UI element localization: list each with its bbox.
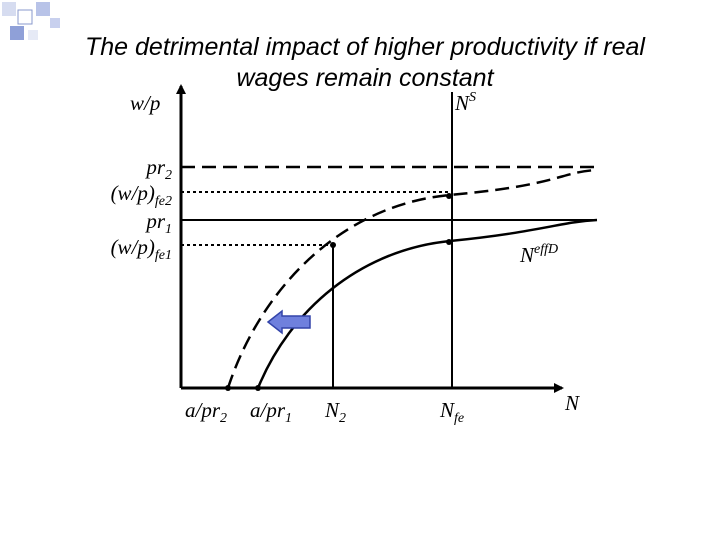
- point: [446, 193, 452, 199]
- y-label: (w/p)fe2: [111, 181, 172, 209]
- point: [330, 242, 336, 248]
- demand-curve-shifted: [226, 168, 598, 389]
- shift-arrow: [266, 309, 311, 335]
- x-label: a/pr2: [185, 398, 227, 426]
- x-label: a/pr1: [250, 398, 292, 426]
- y-label: pr1: [144, 209, 172, 237]
- slide-title: The detrimental impact of higher product…: [85, 33, 645, 92]
- x-label: Nfe: [439, 398, 464, 426]
- point: [255, 385, 261, 391]
- corner-decoration: [2, 2, 60, 40]
- point: [446, 239, 452, 245]
- y-label: (w/p)fe1: [111, 235, 172, 263]
- supply-label: NS: [454, 90, 476, 115]
- y-axis-label: w/p: [130, 91, 160, 115]
- point: [225, 385, 231, 391]
- demand-label: NeffD: [519, 242, 558, 267]
- x-axis-label: N: [564, 391, 580, 415]
- y-label: pr2: [144, 155, 172, 183]
- x-label: N2: [324, 398, 346, 426]
